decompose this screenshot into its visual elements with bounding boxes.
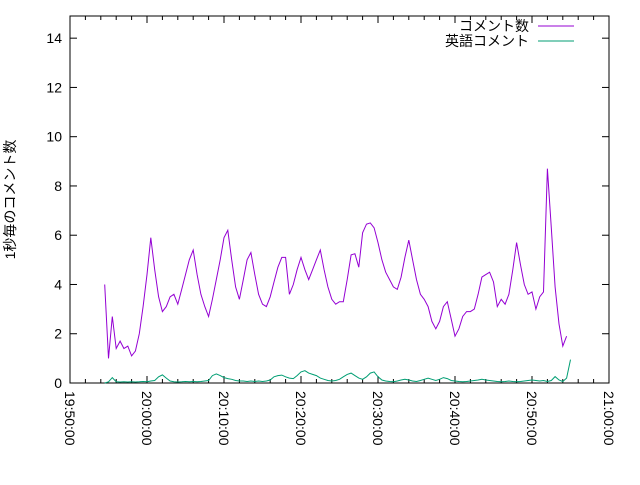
legend-label: コメント数 <box>459 18 529 34</box>
y-tick-label: 0 <box>54 375 62 391</box>
y-tick-label: 2 <box>54 326 62 342</box>
x-tick-label: 21:00:00 <box>601 391 617 446</box>
y-tick-label: 4 <box>54 276 62 292</box>
x-tick-label: 20:00:00 <box>139 391 155 446</box>
x-tick-label: 20:40:00 <box>447 391 463 446</box>
y-tick-label: 14 <box>46 30 62 46</box>
y-axis-title: 1秒毎のコメント数 <box>2 140 18 260</box>
x-tick-label: 20:10:00 <box>216 391 232 446</box>
x-tick-label: 20:20:00 <box>293 391 309 446</box>
x-tick-label: 20:30:00 <box>370 391 386 446</box>
y-tick-label: 8 <box>54 178 62 194</box>
legend-label: 英語コメント <box>445 33 529 49</box>
series-line-comments <box>104 168 568 359</box>
x-tick-label: 20:50:00 <box>524 391 540 446</box>
series-line-english-comments <box>104 359 571 384</box>
y-tick-label: 6 <box>54 227 62 243</box>
y-tick-label: 10 <box>46 129 62 145</box>
y-tick-label: 12 <box>46 79 62 95</box>
x-tick-label: 19:50:00 <box>62 391 78 446</box>
plot-border <box>69 15 610 384</box>
